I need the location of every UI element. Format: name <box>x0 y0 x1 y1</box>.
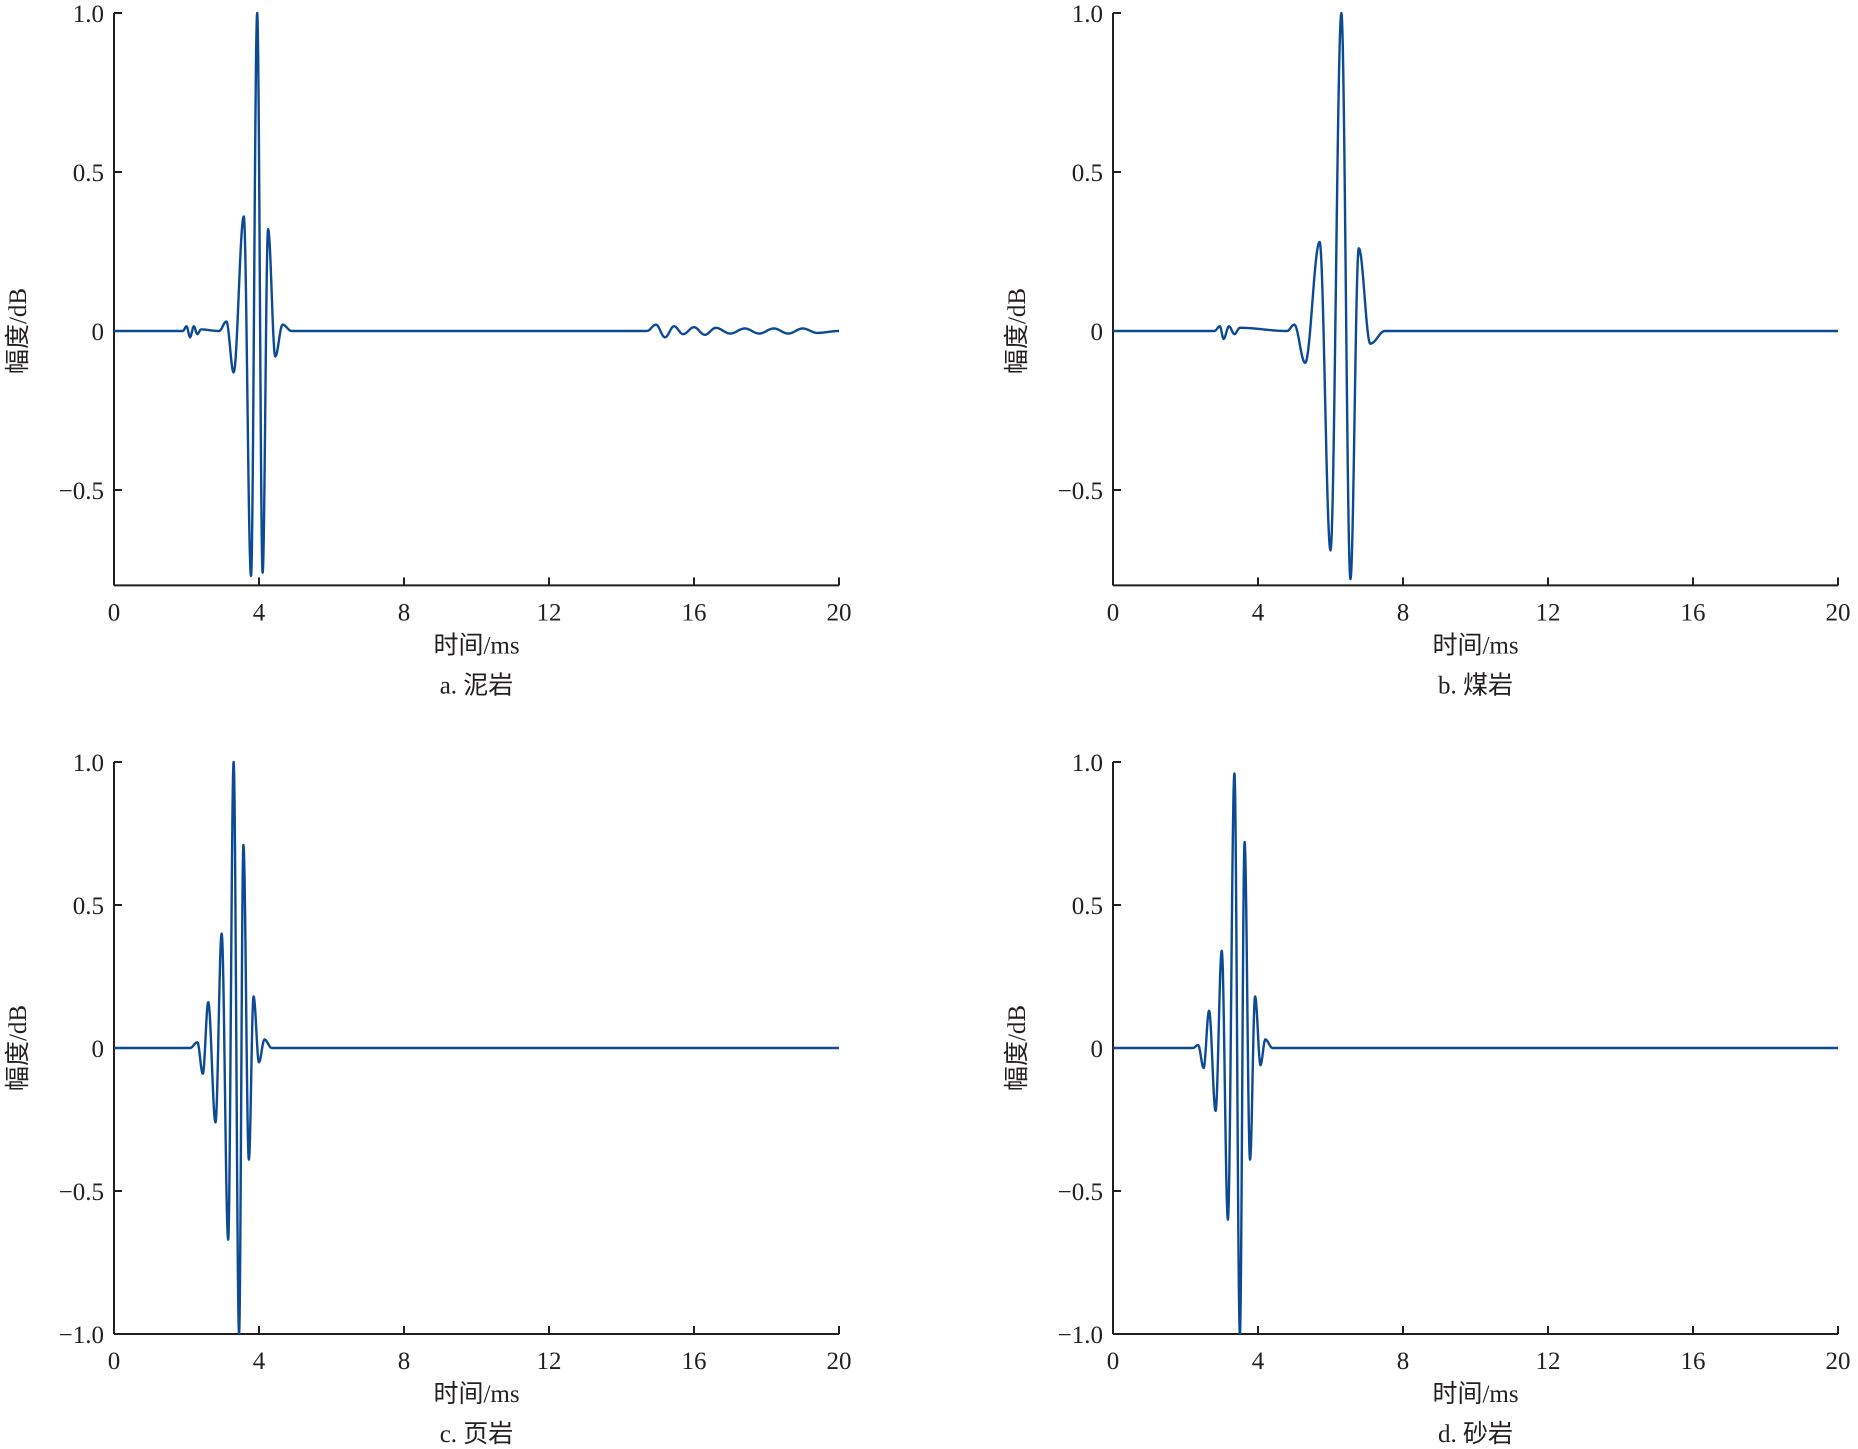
x-tick-label: 4 <box>1252 599 1265 626</box>
subplot-2: 0 4 8 12 16 20 1.0 0.5 0 −0.5 时间/ms b. 煤岩 幅度/dB <box>1003 1 1851 699</box>
x-tick-label: 8 <box>1397 1348 1410 1375</box>
x-tick-label: 0 <box>1107 599 1120 626</box>
x-tick-label: 8 <box>1397 599 1410 626</box>
y-tick-label: 0 <box>1091 1036 1104 1063</box>
y-axis-label: 幅度/dB <box>4 1005 32 1091</box>
x-tick-label: 16 <box>682 599 707 626</box>
y-tick-label: 1.0 <box>1072 1 1103 28</box>
x-tick-label: 12 <box>1536 599 1561 626</box>
subplot-caption: a. 泥岩 <box>440 671 514 699</box>
x-tick-label: 4 <box>253 1348 266 1375</box>
x-tick-label: 16 <box>682 1348 707 1375</box>
y-axis-label: 幅度/dB <box>1003 1005 1031 1091</box>
x-tick-label: 4 <box>1252 1348 1265 1375</box>
y-tick-label: 0 <box>1091 319 1104 346</box>
x-tick-label: 12 <box>537 1348 562 1375</box>
x-tick-label: 8 <box>398 1348 411 1375</box>
subplot-caption: c. 页岩 <box>440 1420 514 1448</box>
x-tick-label: 16 <box>1681 599 1706 626</box>
subplot-caption: b. 煤岩 <box>1438 671 1513 699</box>
y-tick-label: −0.5 <box>1058 1179 1103 1206</box>
subplot-4: 0 4 8 12 16 20 1.0 0.5 0 −0.5 −1.0 时间/ms d. 砂岩 幅度/dB <box>1003 750 1851 1448</box>
y-tick-label: 1.0 <box>73 1 104 28</box>
y-tick-label: 0 <box>92 1036 105 1063</box>
y-axis-label: 幅度/dB <box>1003 288 1031 374</box>
x-axis-label: 时间/ms <box>1432 1380 1518 1408</box>
x-tick-label: 20 <box>1826 1348 1851 1375</box>
y-tick-label: −0.5 <box>59 478 104 505</box>
subplot-1: 0 4 8 12 16 20 1.0 0.5 0 −0.5 时间/ms a. 泥岩 幅度/dB <box>4 1 852 699</box>
subplot-caption: d. 砂岩 <box>1438 1420 1513 1448</box>
x-tick-label: 0 <box>1107 1348 1120 1375</box>
x-tick-label: 8 <box>398 599 411 626</box>
y-tick-label: −1.0 <box>59 1322 104 1349</box>
x-tick-label: 16 <box>1681 1348 1706 1375</box>
x-tick-label: 20 <box>827 599 852 626</box>
y-tick-label: −1.0 <box>1058 1322 1103 1349</box>
y-tick-label: −0.5 <box>1058 478 1103 505</box>
x-tick-label: 12 <box>537 599 562 626</box>
waveform-line <box>113 760 840 1336</box>
y-tick-label: 0.5 <box>1072 160 1103 187</box>
y-tick-label: 1.0 <box>73 750 104 777</box>
waveform-line <box>1112 11 1839 581</box>
x-axis-label: 时间/ms <box>1432 631 1518 659</box>
y-tick-label: 0 <box>92 319 105 346</box>
x-tick-label: 0 <box>108 1348 121 1375</box>
y-tick-label: 0.5 <box>1072 893 1103 920</box>
x-tick-label: 0 <box>108 599 121 626</box>
y-tick-label: 1.0 <box>1072 750 1103 777</box>
x-axis-label: 时间/ms <box>433 631 519 659</box>
x-tick-label: 20 <box>1826 599 1851 626</box>
x-tick-label: 4 <box>253 599 266 626</box>
waveform-line <box>113 11 840 578</box>
y-axis-label: 幅度/dB <box>4 288 32 374</box>
waveform-line <box>1112 772 1839 1336</box>
x-tick-label: 20 <box>827 1348 852 1375</box>
x-axis-label: 时间/ms <box>433 1380 519 1408</box>
y-tick-label: 0.5 <box>73 893 104 920</box>
x-tick-label: 12 <box>1536 1348 1561 1375</box>
y-tick-label: −0.5 <box>59 1179 104 1206</box>
y-tick-label: 0.5 <box>73 160 104 187</box>
subplot-3: 0 4 8 12 16 20 1.0 0.5 0 −0.5 −1.0 时间/ms c. 页岩 幅度/dB <box>4 750 852 1448</box>
